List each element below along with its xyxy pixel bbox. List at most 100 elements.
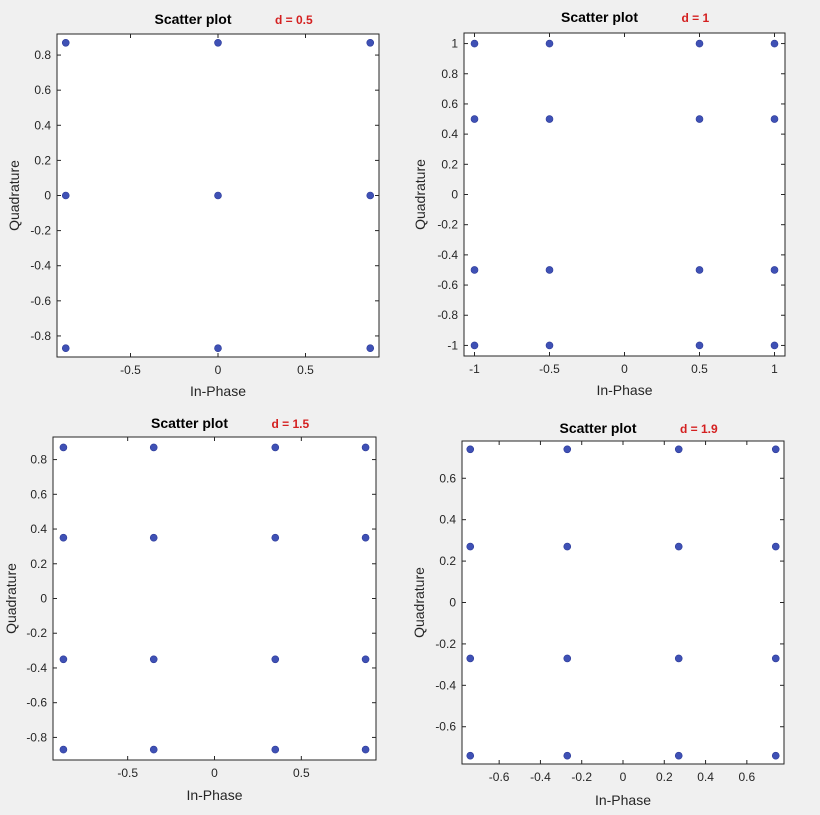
chart-title: Scatter plot: [154, 11, 231, 27]
x-axis-label: In-Phase: [186, 787, 242, 803]
y-axis-label: Quadrature: [3, 563, 19, 634]
data-point: [271, 655, 280, 664]
scatter-panel-2: Scatter plot d = 1 -1 -0.5 0 0.5 1 -1 -0.8 -0.6 -0…: [412, 9, 786, 398]
plot-area: [461, 440, 785, 765]
data-point: [674, 445, 683, 454]
data-point: [470, 115, 479, 123]
chart-annotation: d = 1: [682, 11, 710, 25]
x-tick-label: 0.5: [691, 362, 708, 376]
plot-area: [52, 436, 377, 761]
data-point: [563, 542, 572, 551]
data-point: [149, 533, 158, 542]
y-tick-label: 0: [449, 596, 456, 610]
x-tick-label: 0.2: [656, 770, 673, 784]
y-tick-label: -0.6: [26, 696, 47, 710]
data-point: [674, 751, 683, 760]
y-tick-label: -0.2: [26, 626, 47, 640]
y-tick-label: 0.6: [439, 471, 456, 485]
data-point: [770, 39, 779, 48]
data-point: [361, 745, 370, 754]
data-point: [149, 745, 158, 754]
y-tick-label: 0.2: [30, 557, 47, 571]
data-point: [366, 38, 375, 47]
y-tick-label: -0.2: [437, 218, 458, 232]
y-tick-label: -0.4: [26, 661, 47, 675]
data-point: [366, 344, 375, 353]
y-tick-label: 1: [451, 37, 458, 51]
data-point: [214, 191, 222, 200]
y-tick-label: 0: [40, 592, 47, 606]
data-point: [771, 751, 780, 760]
data-point: [466, 542, 475, 551]
x-tick-label: -0.5: [117, 766, 138, 780]
data-point: [271, 443, 280, 452]
data-point: [149, 443, 158, 452]
data-point: [61, 344, 70, 353]
y-axis-label: Quadrature: [412, 159, 428, 230]
x-tick-label: 0.5: [293, 766, 310, 780]
y-tick-label: -0.8: [30, 329, 51, 343]
data-point: [366, 191, 375, 200]
y-tick-label: 0.4: [30, 522, 47, 536]
data-point: [695, 341, 704, 350]
x-axis-label: In-Phase: [596, 382, 652, 398]
data-point: [771, 445, 780, 454]
y-tick-label: 0.2: [34, 153, 51, 167]
chart-title: Scatter plot: [151, 415, 228, 431]
x-tick-label: -0.5: [539, 362, 560, 376]
x-tick-label: -0.6: [489, 770, 510, 784]
x-axis-label: In-Phase: [595, 792, 651, 808]
x-tick-label: 0: [211, 766, 218, 780]
data-point: [61, 38, 70, 47]
y-tick-label: -0.2: [435, 637, 456, 651]
chart-annotation: d = 1.9: [680, 422, 718, 436]
x-tick-label: 1: [771, 362, 778, 376]
y-tick-label: 0.4: [439, 513, 456, 527]
y-tick-label: 0.8: [441, 67, 458, 81]
y-tick-label: 0.4: [34, 118, 51, 132]
chart-annotation: d = 1.5: [272, 417, 310, 431]
data-point: [674, 542, 683, 551]
x-tick-label: -1: [469, 362, 480, 376]
y-tick-label: -0.4: [30, 259, 51, 273]
data-point: [770, 266, 779, 274]
data-point: [61, 191, 70, 200]
x-tick-label: 0: [620, 770, 627, 784]
data-point: [545, 39, 554, 48]
x-tick-label: 0: [215, 363, 222, 377]
y-axis-label: Quadrature: [411, 567, 427, 638]
data-point: [545, 115, 554, 123]
data-point: [470, 341, 479, 350]
data-point: [770, 115, 779, 123]
data-point: [59, 655, 68, 664]
y-tick-label: -0.6: [435, 720, 456, 734]
data-point: [361, 533, 370, 542]
y-tick-label: -0.2: [30, 224, 51, 238]
y-tick-label: -0.6: [437, 278, 458, 292]
x-tick-label: -0.4: [530, 770, 551, 784]
data-point: [271, 745, 280, 754]
y-tick-label: 0: [44, 189, 51, 203]
data-point: [545, 266, 554, 274]
y-tick-label: -0.8: [437, 308, 458, 322]
x-tick-label: -0.5: [120, 363, 141, 377]
y-tick-label: 0.6: [30, 487, 47, 501]
data-point: [563, 445, 572, 454]
y-tick-label: 0.8: [34, 48, 51, 62]
y-tick-label: 0.2: [441, 157, 458, 171]
data-point: [361, 443, 370, 452]
y-tick-label: 0.6: [34, 83, 51, 97]
data-point: [59, 443, 68, 452]
scatter-panel-1: Scatter plot d = 0.5 -0.5 0 0.5 -0.8 -0.6 -0.4 -…: [6, 11, 380, 399]
data-point: [771, 654, 780, 663]
data-point: [545, 341, 554, 350]
y-tick-label: 0.4: [441, 127, 458, 141]
y-tick-label: -0.4: [437, 248, 458, 262]
data-point: [214, 344, 222, 353]
x-tick-label: -0.2: [571, 770, 592, 784]
y-tick-label: 0: [451, 188, 458, 202]
x-tick-label: 0.6: [739, 770, 756, 784]
data-point: [470, 39, 479, 48]
data-point: [59, 533, 68, 542]
